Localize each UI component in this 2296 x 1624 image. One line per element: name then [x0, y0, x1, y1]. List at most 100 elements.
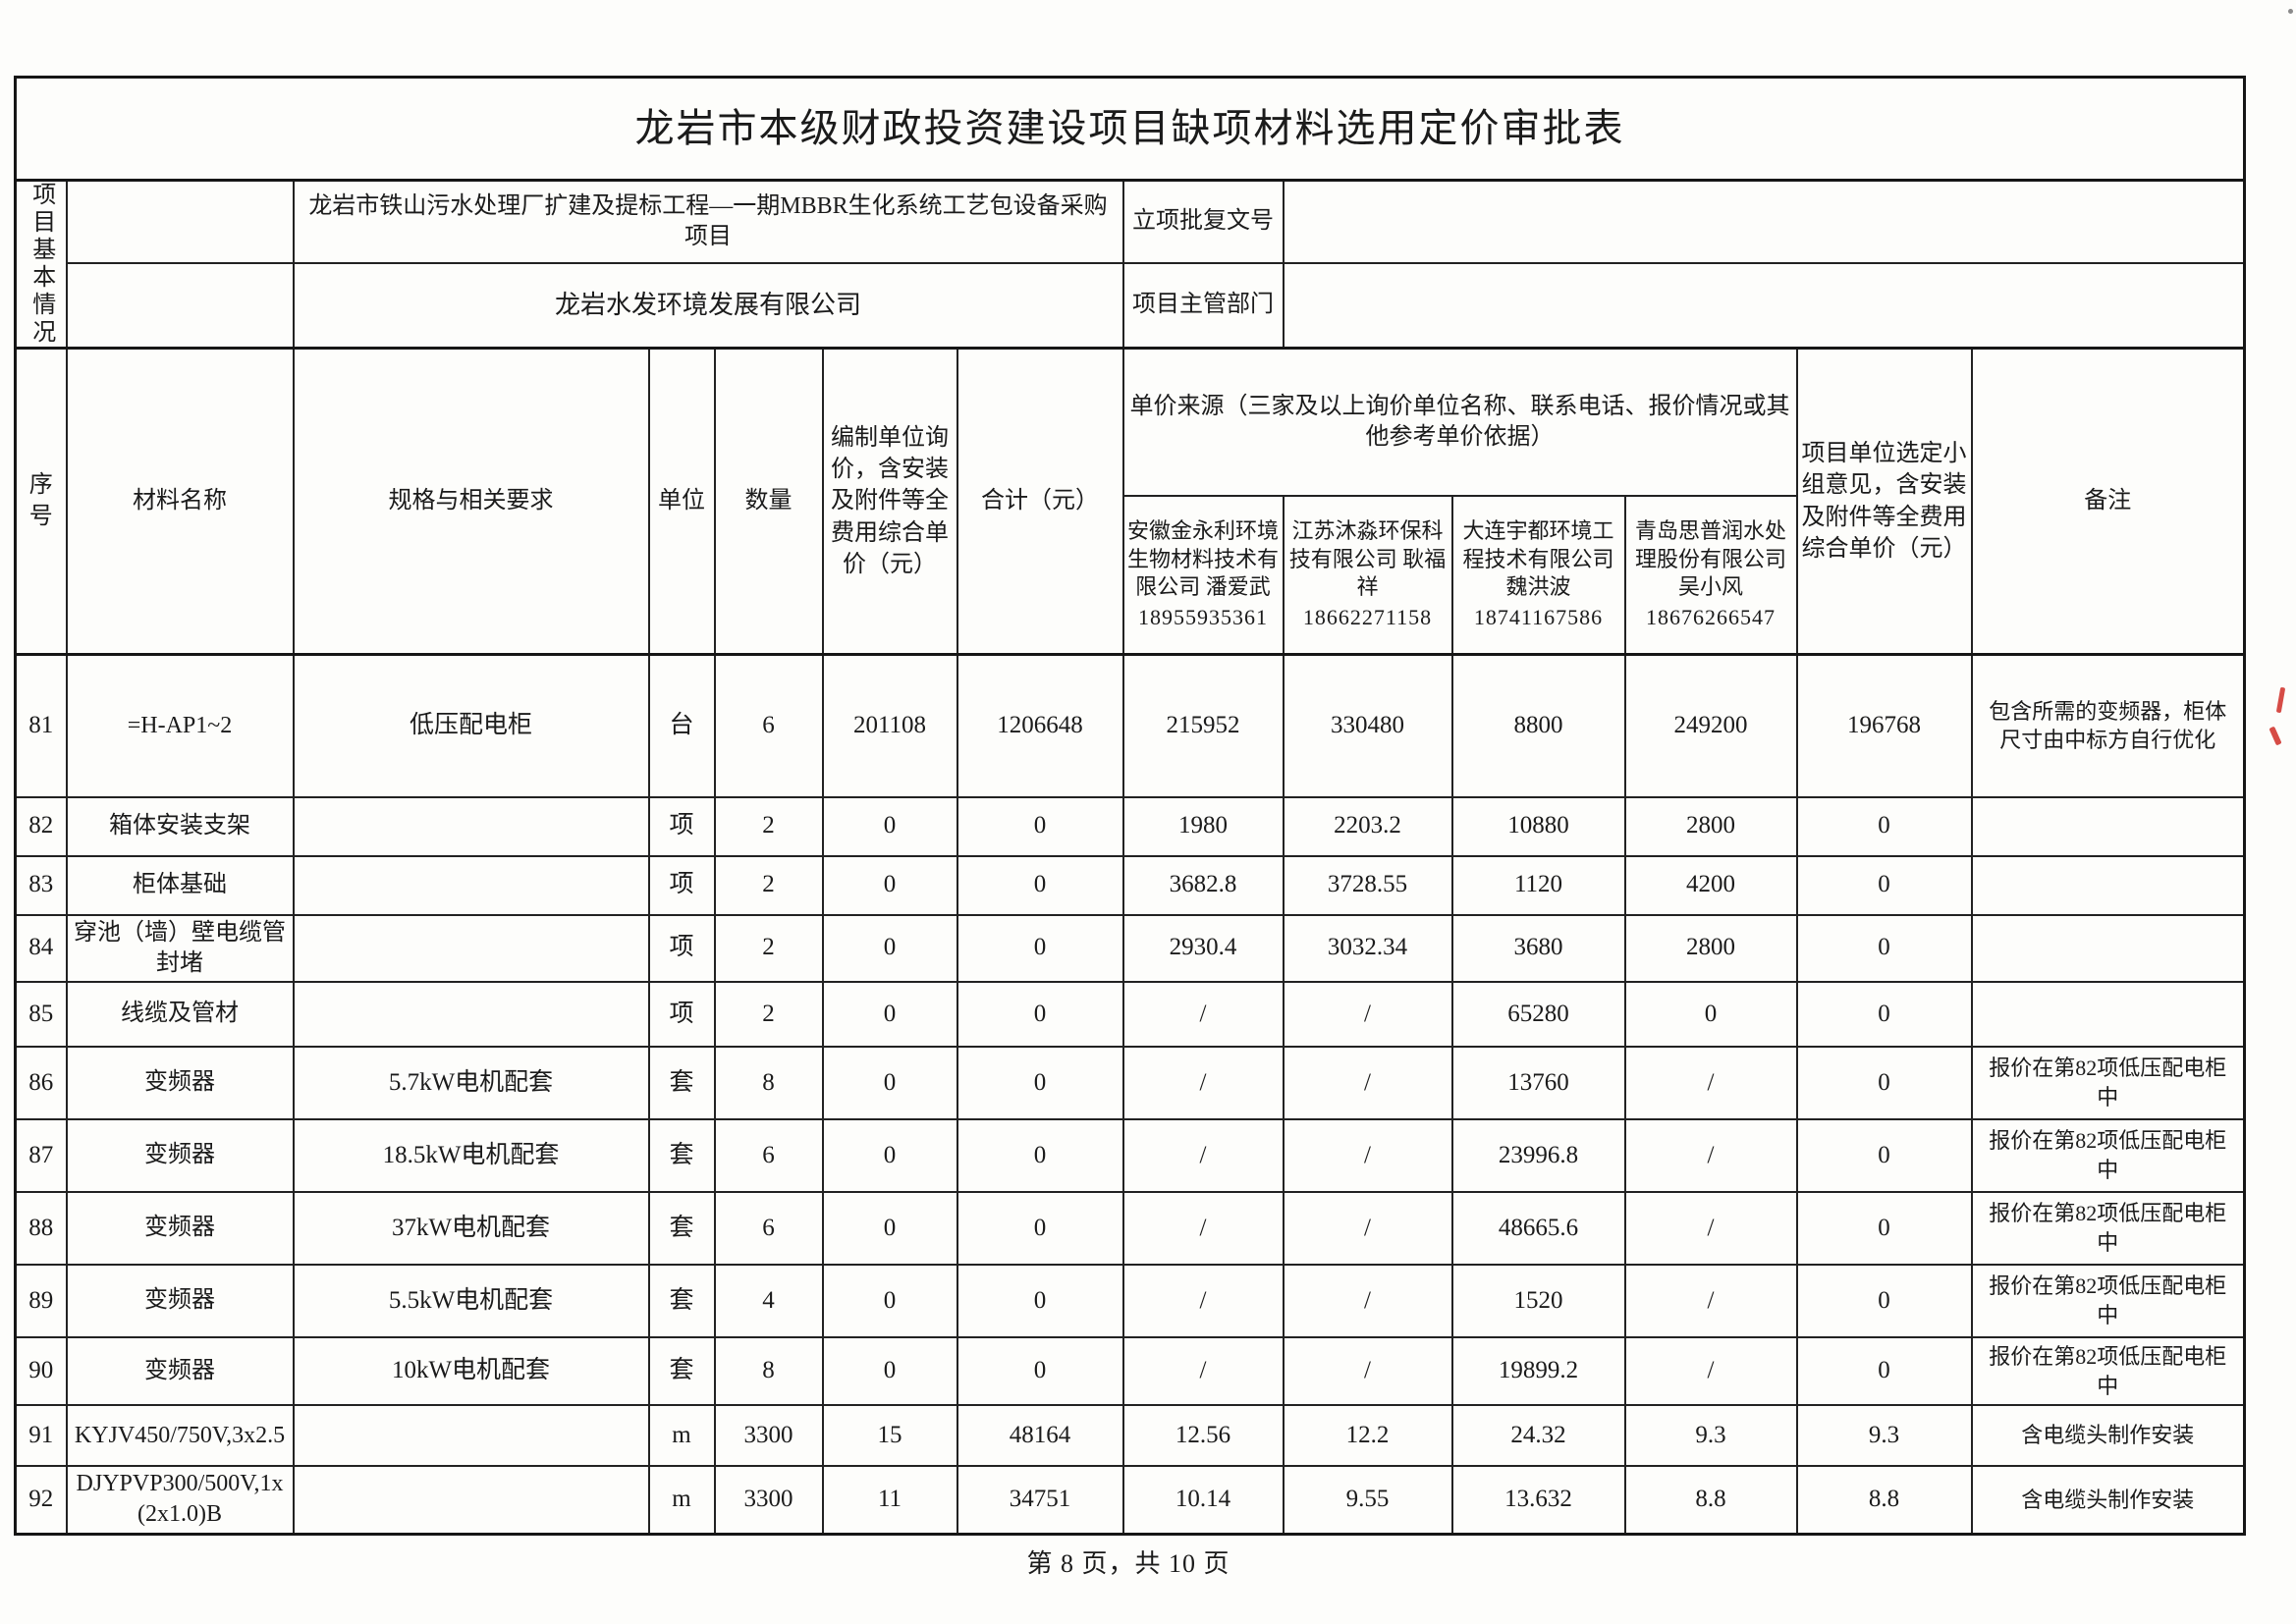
cell-remark: 报价在第82项低压配电柜中: [1970, 1263, 2246, 1338]
approval-doc-value-cell: [1282, 179, 2246, 264]
header-material: 材料名称: [65, 347, 295, 656]
cell-spec: [292, 795, 650, 857]
cell-seq: 87: [14, 1117, 68, 1193]
cell-spec: 10kW电机配套: [292, 1335, 650, 1407]
cell-unit: 套: [647, 1190, 716, 1266]
cell-selected-price: 9.3: [1795, 1404, 1973, 1468]
cell-material-name: 变频器: [65, 1117, 295, 1193]
cell-quote-1: /: [1121, 1263, 1285, 1338]
cell-qty: 2: [713, 913, 824, 983]
cell-quote-1: /: [1121, 1045, 1285, 1120]
cell-spec: [292, 980, 650, 1048]
cell-qty: 3300: [713, 1465, 824, 1536]
cell-unit-price: 0: [821, 1190, 958, 1266]
cell-quote-1: 3682.8: [1121, 854, 1285, 916]
cell-total: 0: [956, 795, 1124, 857]
cell-material-name: 变频器: [65, 1335, 295, 1407]
cell-quote-3: 10880: [1450, 795, 1626, 857]
cell-remark: 含电缆头制作安装: [1970, 1465, 2246, 1536]
cell-unit-price: 0: [821, 1117, 958, 1193]
material-row: 87 变频器 18.5kW电机配套套 6 0 0//23996.8/0 报价在第82项低压配…: [14, 1117, 2246, 1193]
header-supplier-2: 江苏沐淼环保科技有限公司 耿福祥 18662271158: [1282, 494, 1453, 656]
cell-total: 0: [956, 913, 1124, 983]
cell-quote-3: 8800: [1450, 653, 1626, 798]
cell-quote-1: /: [1121, 1335, 1285, 1407]
cell-remark: 报价在第82项低压配电柜中: [1970, 1190, 2246, 1266]
owner-company-cell: 龙岩水发环境发展有限公司: [292, 261, 1124, 350]
cell-total: 0: [956, 980, 1124, 1048]
cell-seq: 88: [14, 1190, 68, 1266]
cell-material-name: 穿池（墙）壁电缆管封堵: [65, 913, 295, 983]
cell-material-name: 变频器: [65, 1045, 295, 1120]
cell-remark: 报价在第82项低压配电柜中: [1970, 1335, 2246, 1407]
cell-remark: [1970, 854, 2246, 916]
cell-unit-price: 0: [821, 854, 958, 916]
cell-spec: 18.5kW电机配套: [292, 1117, 650, 1193]
cell-qty: 6: [713, 653, 824, 798]
cell-selected-price: 0: [1795, 854, 1973, 916]
cell-quote-3: 23996.8: [1450, 1117, 1626, 1193]
header-selected: 项目单位选定小组意见，含安装及附件等全费用综合单价（元）: [1795, 347, 1973, 656]
material-row: 92 DJYPVP300/500V,1x(2x1.0)B m 3300 11 34751 1…: [14, 1465, 2246, 1536]
cell-total: 0: [956, 1045, 1124, 1120]
cell-qty: 3300: [713, 1404, 824, 1468]
info-row-project: 项目基本情况 龙岩市铁山污水处理厂扩建及提标工程—一期MBBR生化系统工艺包设备…: [14, 179, 2246, 350]
material-row: 81 =H-AP1~2 低压配电柜台 6 201108 1206648 215952 3304…: [14, 653, 2246, 798]
material-row: 82 箱体安装支架项 2 0 0 1980 2203.2 10880 2800 0: [14, 795, 2246, 857]
cell-unit-price: 0: [821, 795, 958, 857]
cell-unit: 台: [647, 653, 716, 798]
materials-tbody: 81 =H-AP1~2 低压配电柜台 6 201108 1206648 215952 3304…: [14, 653, 2246, 1536]
cell-spec: 37kW电机配套: [292, 1190, 650, 1266]
cell-quote-4: 8.8: [1623, 1465, 1798, 1536]
material-row: 86 变频器 5.7kW电机配套套 8 0 0//13760/0 报价在第82项低压配电柜中: [14, 1045, 2246, 1120]
cell-unit-price: 0: [821, 980, 958, 1048]
cell-selected-price: 0: [1795, 1263, 1973, 1338]
cell-selected-price: 0: [1795, 1190, 1973, 1266]
supplier-name: 安徽金永利环境生物材料技术有限公司 潘爱武: [1126, 518, 1279, 600]
supplier-phone: 18662271158: [1302, 604, 1433, 629]
cell-quote-2: /: [1282, 1263, 1453, 1338]
cell-unit: 项: [647, 854, 716, 916]
material-row: 83 柜体基础项 2 0 0 3682.8 3728.55 1120 4200 0: [14, 854, 2246, 916]
cell-qty: 4: [713, 1263, 824, 1338]
cell-quote-4: 249200: [1623, 653, 1798, 798]
header-row-main: 序号 材料名称 规格与相关要求 单位 数量 编制单位询价，含安装及附件等全费用综…: [14, 347, 2246, 656]
cell-seq: 81: [14, 653, 68, 798]
cell-remark: [1970, 913, 2246, 983]
cell-quote-2: /: [1282, 980, 1453, 1048]
cell-seq: 82: [14, 795, 68, 857]
cell-spec: [292, 1465, 650, 1536]
material-row: 89 变频器 5.5kW电机配套套 4 0 0//1520/0 报价在第82项低压配电柜中: [14, 1263, 2246, 1338]
cell-quote-2: /: [1282, 1335, 1453, 1407]
cell-total: 0: [956, 1335, 1124, 1407]
cell-total: 1206648: [956, 653, 1124, 798]
cell-quote-2: /: [1282, 1190, 1453, 1266]
cell-unit-price: 0: [821, 1045, 958, 1120]
cell-quote-3: 19899.2: [1450, 1335, 1626, 1407]
supplier-name: 江苏沐淼环保科技有限公司 耿福祥: [1288, 518, 1447, 600]
cell-unit: m: [647, 1465, 716, 1536]
cell-quote-3: 1520: [1450, 1263, 1626, 1338]
approval-doc-label: 立项批复文号: [1121, 179, 1285, 264]
cell-unit: 项: [647, 913, 716, 983]
cell-selected-price: 8.8: [1795, 1465, 1973, 1536]
cell-remark: [1970, 795, 2246, 857]
cell-quote-3: 65280: [1450, 980, 1626, 1048]
cell-material-name: 线缆及管材: [65, 980, 295, 1048]
supplier-phone: 18741167586: [1473, 604, 1604, 629]
cell-selected-price: 0: [1795, 1117, 1973, 1193]
cell-qty: 2: [713, 795, 824, 857]
info-row-company: 龙岩水发环境发展有限公司 项目主管部门: [16, 261, 2246, 350]
cell-quote-4: 9.3: [1623, 1404, 1798, 1468]
supplier-phone: 18955935361: [1138, 604, 1268, 629]
header-spec: 规格与相关要求: [292, 347, 650, 656]
cell-spec: [292, 1404, 650, 1468]
cell-quote-3: 13760: [1450, 1045, 1626, 1120]
cell-quote-4: /: [1623, 1190, 1798, 1266]
cell-material-name: 箱体安装支架: [65, 795, 295, 857]
cell-selected-price: 196768: [1795, 653, 1973, 798]
cell-total: 48164: [956, 1404, 1124, 1468]
cell-spec: [292, 913, 650, 983]
cell-qty: 2: [713, 980, 824, 1048]
cell-unit: 套: [647, 1117, 716, 1193]
